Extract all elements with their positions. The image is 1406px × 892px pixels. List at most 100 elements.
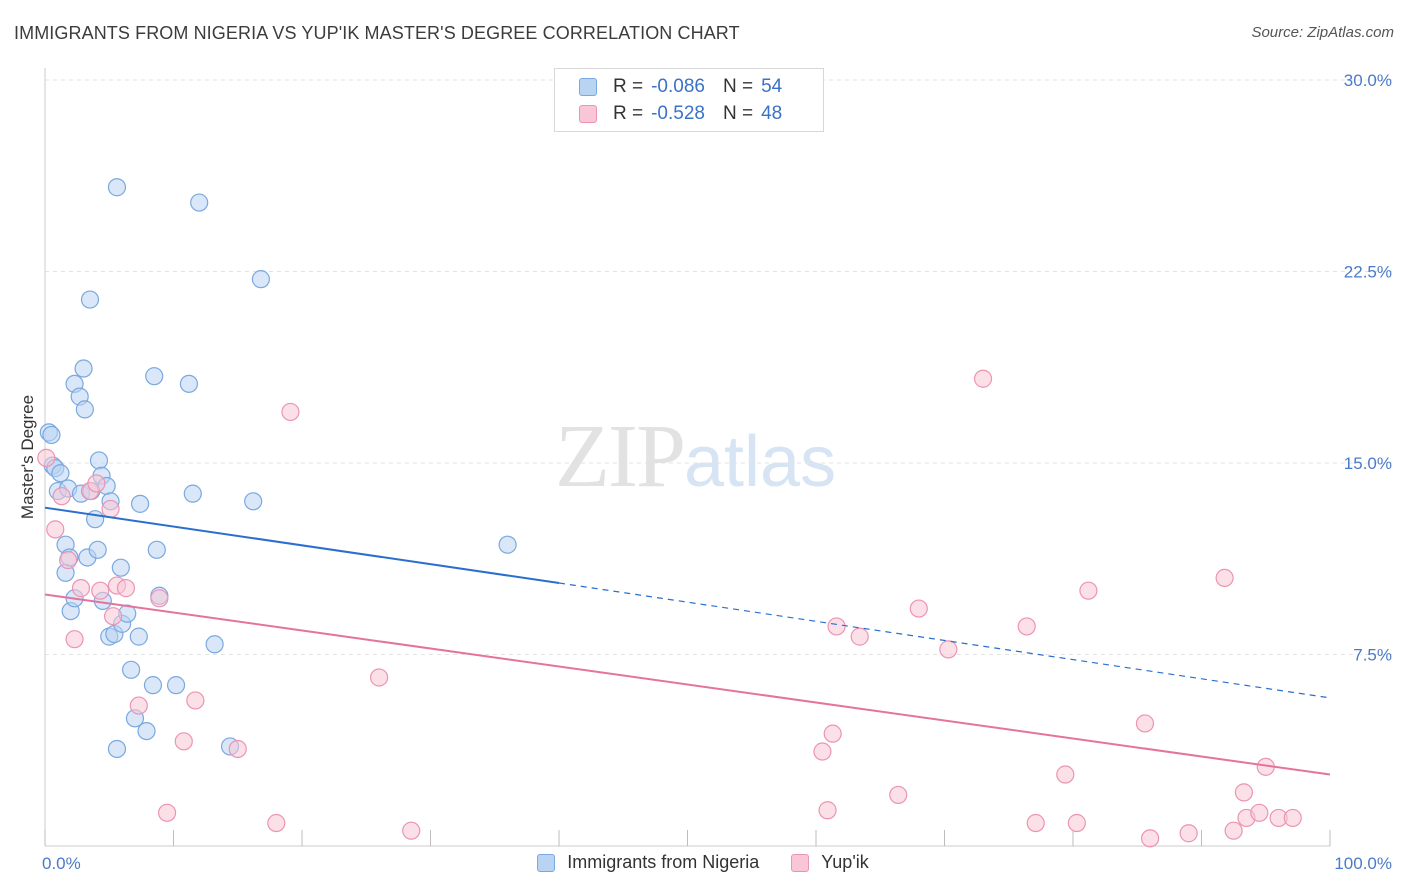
nigeria-point [42, 425, 61, 445]
yupik-point [186, 691, 205, 710]
yupik-point [889, 785, 908, 805]
watermark-atlas: atlas [684, 422, 837, 502]
yupik-point [1067, 813, 1086, 833]
yupik-point [52, 487, 71, 506]
yupik-point [1179, 824, 1198, 843]
yupik-point [116, 579, 136, 598]
nigeria-point [89, 451, 109, 470]
yupik-point [129, 696, 148, 715]
yupik-point [101, 499, 120, 519]
yupik-point [823, 724, 842, 743]
y-tick-label: 22.5% [1344, 263, 1392, 282]
nigeria-point [51, 464, 70, 483]
nigeria-point [111, 558, 130, 577]
nigeria-point [129, 627, 148, 646]
yupik-point [1140, 829, 1160, 848]
legend-n-value: 48 [761, 103, 783, 124]
yupik-point [46, 520, 65, 539]
legend-n-label: N = [722, 76, 754, 97]
legend-row-yupik: R = -0.528 N = 48 [579, 101, 800, 127]
yupik-point [1250, 803, 1269, 822]
legend-item-yupik: Yup'ik [791, 852, 869, 873]
yupik-point [818, 801, 837, 820]
yupik-point [1026, 813, 1045, 833]
legend-r-label: R = [613, 76, 644, 97]
nigeria-point [183, 484, 202, 503]
y-tick-label: 30.0% [1344, 71, 1392, 90]
nigeria-point [75, 400, 94, 419]
nigeria-point [130, 494, 150, 513]
yupik-point [281, 402, 300, 422]
yupik-point [1079, 581, 1098, 600]
grid-layer [45, 79, 1392, 655]
nigeria-point [74, 359, 93, 378]
yupik-point [1234, 783, 1254, 802]
series-legend: Immigrants from Nigeria Yup'ik [0, 852, 1406, 873]
yupik-point [59, 550, 78, 570]
yupik-point [228, 739, 247, 759]
nigeria-point [121, 660, 141, 679]
legend-label-nigeria: Immigrants from Nigeria [567, 852, 760, 872]
legend-r-value: -0.086 [651, 76, 705, 97]
yupik-point [1017, 617, 1036, 636]
yupik-point [973, 369, 993, 388]
legend-swatch-pink [579, 105, 597, 123]
y-tick-label: 15.0% [1344, 454, 1392, 473]
label-layer: 7.5% 15.0% 22.5% 30.0% 0.0% 100.0% Master's De… [18, 71, 1392, 873]
nigeria-trend-line [44, 506, 560, 584]
yupik-point [150, 589, 169, 608]
trend-layer [44, 506, 1331, 776]
yupik-point [850, 627, 869, 646]
watermark-zip: ZIP [555, 407, 686, 506]
nigeria-point [166, 676, 186, 695]
yupik-point [65, 630, 84, 649]
nigeria-point [143, 676, 163, 695]
x-tick-label: 100.0% [1334, 854, 1392, 873]
legend-r-value: -0.528 [651, 103, 705, 124]
watermark: ZIPatlas [555, 405, 836, 508]
yupik-point [91, 581, 110, 600]
nigeria-point [190, 193, 209, 212]
legend-r-label: R = [613, 103, 644, 124]
nigeria-trend-extension [558, 582, 1331, 699]
nigeria-point [147, 540, 166, 559]
yupik-point [1215, 568, 1234, 588]
yupik-point [370, 668, 389, 687]
yupik-point [87, 474, 106, 493]
legend-n-value: 54 [761, 76, 783, 97]
nigeria-point [107, 739, 127, 759]
yupik-point [827, 617, 846, 636]
y-axis-label: Master's Degree [18, 395, 37, 519]
nigeria-point [107, 178, 127, 197]
x-tick-label: 0.0% [42, 854, 81, 873]
nigeria-point [205, 635, 224, 654]
legend-item-nigeria: Immigrants from Nigeria [537, 852, 759, 873]
yupik-point [402, 821, 421, 840]
nigeria-point [498, 535, 517, 554]
yupik-point [157, 803, 177, 822]
nigeria-point [244, 492, 263, 511]
yupik-trend-line [44, 593, 1331, 776]
nigeria-point [137, 721, 156, 741]
chart-title: IMMIGRANTS FROM NIGERIA VS YUP'IK MASTER… [14, 23, 740, 43]
nigeria-point [179, 374, 199, 393]
source-label: Source: ZipAtlas.com [1251, 24, 1394, 41]
nigeria-point [88, 540, 107, 559]
axis-layer [44, 68, 1331, 847]
yupik-point [939, 640, 958, 659]
yupik-point [1283, 808, 1302, 828]
series-yupik-points [37, 369, 1302, 848]
nigeria-point [145, 367, 164, 386]
legend-n-label: N = [722, 103, 754, 124]
nigeria-point [251, 270, 270, 289]
y-tick-label: 7.5% [1353, 646, 1392, 665]
correlation-legend: R = -0.086 N = 54 R = -0.528 N = 48 [554, 68, 824, 132]
yupik-point [909, 599, 928, 618]
legend-swatch-blue [579, 78, 597, 96]
series-nigeria-points [39, 178, 517, 759]
yupik-point [104, 607, 123, 626]
yupik-point [1056, 765, 1075, 784]
yupik-point [174, 732, 193, 751]
yupik-point [267, 813, 286, 833]
